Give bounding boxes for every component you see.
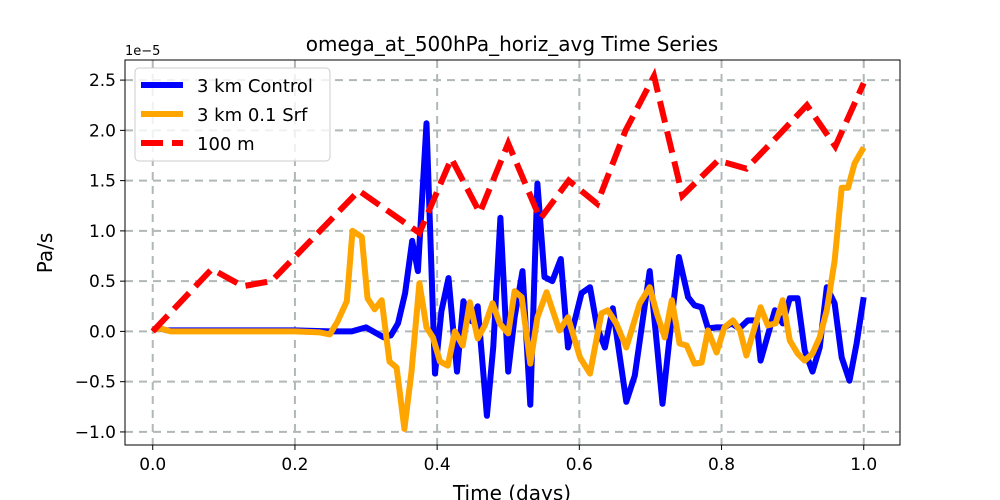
legend-label-control: 3 km Control — [197, 76, 313, 97]
series-layer — [150, 67, 867, 432]
y-multiplier-label: 1e−5 — [125, 44, 160, 59]
legend-label-100m: 100 m — [197, 134, 255, 155]
x-tick-label: 0.2 — [281, 455, 308, 475]
series-line-100-m — [150, 67, 867, 334]
x-tick-label: 0.0 — [139, 455, 166, 475]
x-tick-label: 0.6 — [566, 455, 593, 475]
ticks: 0.0 0.2 0.4 0.6 0.8 1.0 −1.0 −0.5 0.0 0.5 1.0 1.5 2.… — [75, 71, 878, 475]
legend: 3 km Control 3 km 0.1 Srf 100 m — [134, 67, 331, 162]
y-tick-label: 0.0 — [89, 322, 116, 342]
x-tick-label: 0.8 — [708, 455, 735, 475]
axes-frame — [124, 59, 901, 446]
chart-title: omega_at_500hPa_horiz_avg Time Series — [306, 32, 718, 56]
y-tick-label: 1.5 — [89, 172, 116, 192]
y-axis-label: Pa/s — [33, 233, 57, 274]
y-tick-label: 2.0 — [89, 121, 116, 141]
y-tick-label: 1.0 — [89, 222, 116, 242]
legend-label-srf: 3 km 0.1 Srf — [197, 105, 308, 126]
y-tick-label: −1.0 — [75, 423, 116, 443]
legend-box — [134, 67, 331, 162]
y-tick-label: −0.5 — [75, 373, 116, 393]
y-tick-label: 0.5 — [89, 272, 116, 292]
x-tick-label: 0.4 — [424, 455, 451, 475]
x-axis-label: Time (days) — [452, 481, 571, 500]
y-tick-label: 2.5 — [89, 71, 116, 91]
x-tick-label: 1.0 — [850, 455, 877, 475]
series-line-3-km-0-1-srf — [152, 146, 867, 432]
